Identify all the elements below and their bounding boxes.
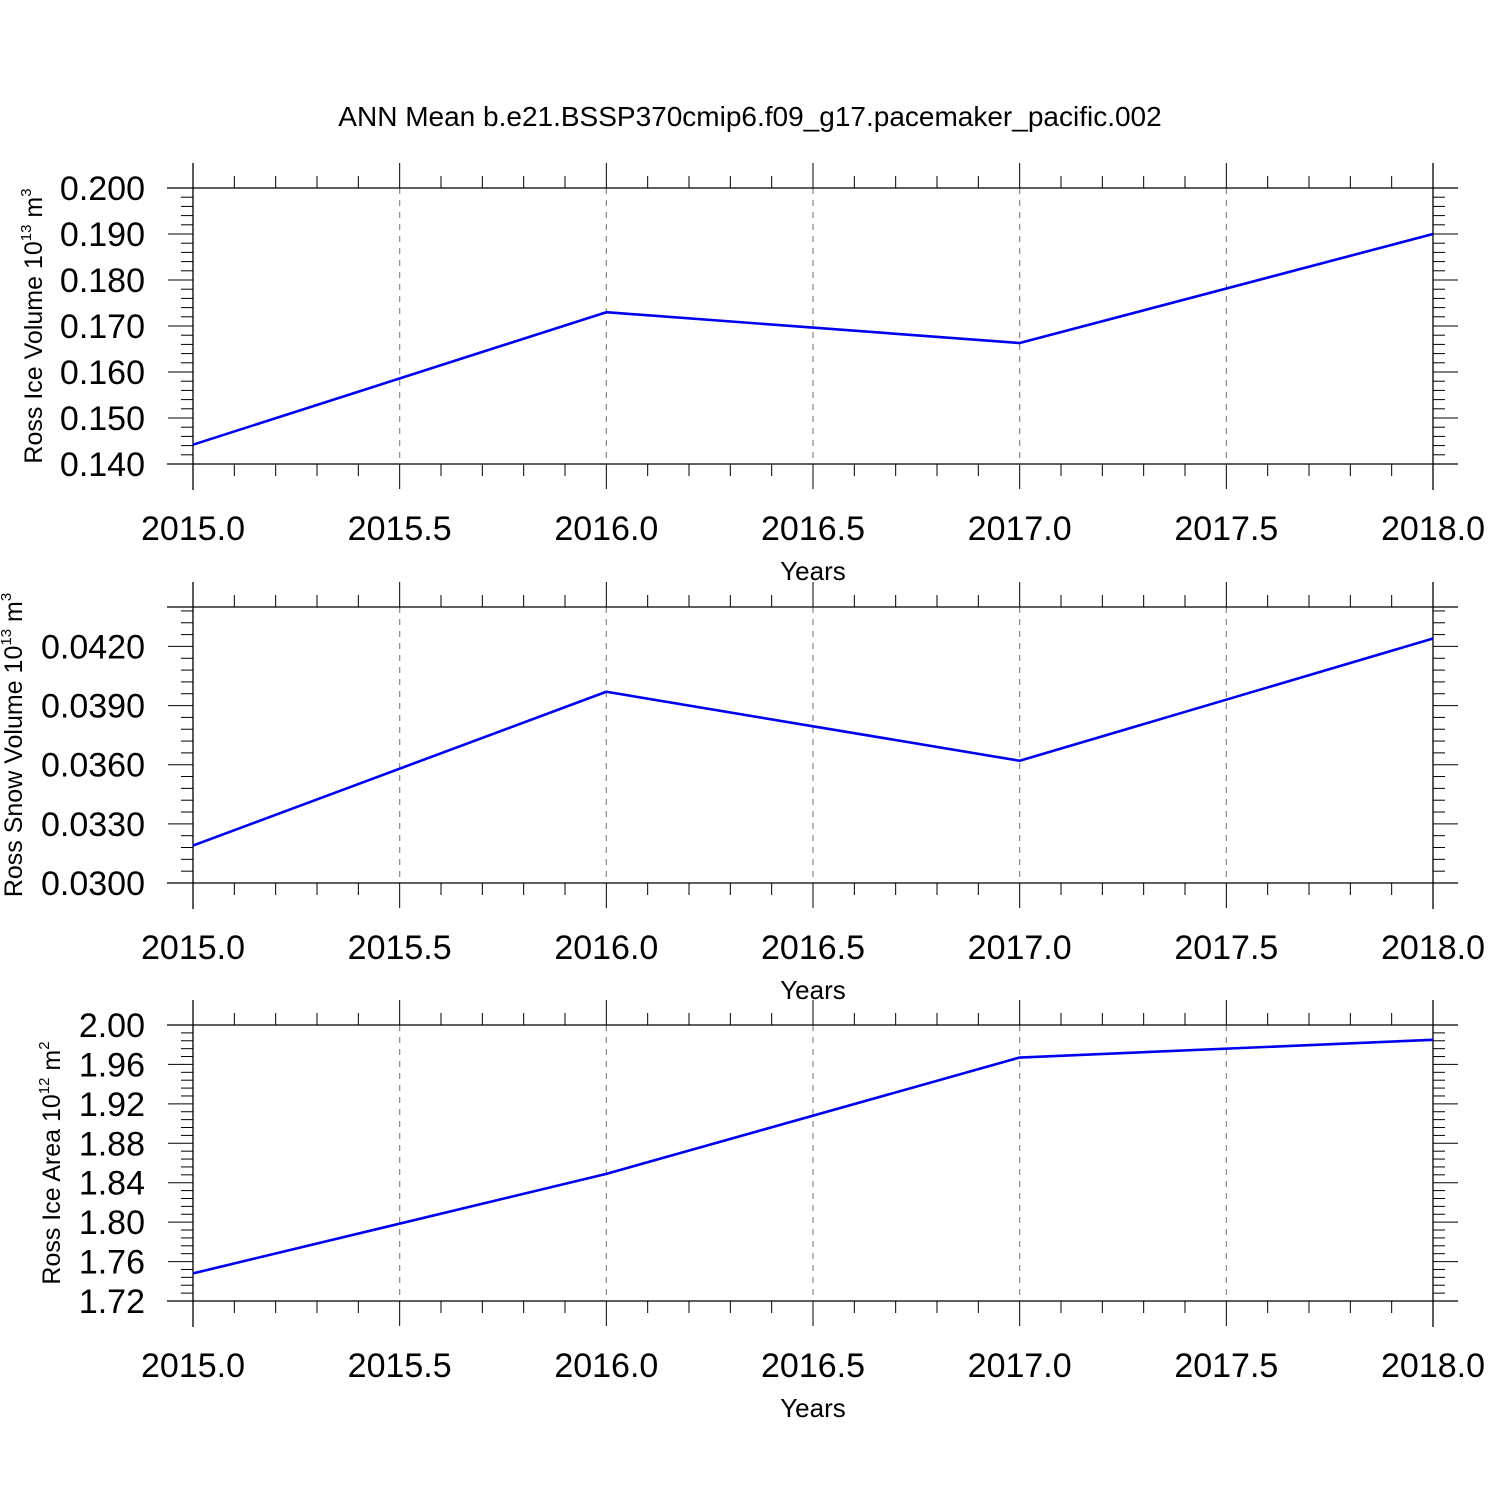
x-tick-label: 2016.5 [761,929,865,967]
x-tick-label: 2015.5 [348,510,452,548]
x-tick-label: 2017.0 [968,929,1072,967]
chart-title: ANN Mean b.e21.BSSP370cmip6.f09_g17.pace… [338,101,1161,132]
y-axis-label-text: Ross Ice Volume 10 [20,241,48,463]
series-line [192,637,1434,847]
y-tick-label: 1.88 [79,1125,145,1163]
y-tick-label: 0.0360 [41,747,145,785]
panel-ice-volume: 2015.0 2015.5 2016.0 2016.5 2017.0 2017.5 2018… [18,163,1485,586]
y-axis-label-unit: m [20,197,48,225]
y-tick-label: 1.84 [79,1165,145,1203]
y-tick-label: 1.92 [79,1086,145,1124]
series-line [192,1038,1434,1275]
y-axis-label-unit-exponent: 2 [36,1041,53,1049]
y-tick-label: 1.72 [79,1283,145,1321]
y-tick-label: 0.0390 [41,688,145,726]
y-tick-label: 0.0300 [41,865,145,903]
y-tick-label: 1.96 [79,1046,145,1084]
y-tick-label: 0.140 [60,446,145,484]
x-tick-label: 2016.0 [554,929,658,967]
x-tick-label: 2017.5 [1174,929,1278,967]
y-axis-label-exponent: 13 [18,225,35,242]
y-axis-label-exponent: 12 [36,1078,53,1095]
y-tick-label: 0.180 [60,262,145,300]
x-tick-label: 2018.0 [1381,929,1485,967]
y-tick-label: 0.0330 [41,806,145,844]
x-tick-label: 2016.5 [761,1347,865,1385]
x-tick-label: 2016.0 [554,510,658,548]
x-tick-label: 2017.5 [1174,1347,1278,1385]
y-tick-label: 0.160 [60,354,145,392]
x-tick-label: 2015.5 [348,929,452,967]
x-tick-label: 2015.0 [141,1347,245,1385]
y-axis-label-unit: m [0,601,28,629]
y-tick-label: 1.76 [79,1244,145,1282]
y-tick-label: 0.200 [60,170,145,208]
x-axis-label: Years [780,1393,846,1423]
x-tick-label: 2017.0 [968,510,1072,548]
x-tick-label: 2015.0 [141,929,245,967]
y-axis-label: Ross Snow Volume 1013 m3 [0,593,28,897]
y-axis-label-unit-exponent: 3 [0,593,15,601]
x-tick-label: 2016.0 [554,1347,658,1385]
x-tick-label: 2018.0 [1381,1347,1485,1385]
y-tick-label: 1.80 [79,1204,145,1242]
x-tick-label: 2017.0 [968,1347,1072,1385]
x-axis-label: Years [780,556,846,586]
y-tick-label: 2.00 [79,1007,145,1045]
panel-ice-area: 2015.0 2015.5 2016.0 2016.5 2017.0 2017.5 2018… [36,1000,1485,1423]
x-tick-label: 2016.5 [761,510,865,548]
x-tick-label: 2015.5 [348,1347,452,1385]
y-tick-label: 0.170 [60,308,145,346]
y-axis-label-unit-exponent: 3 [18,188,35,196]
y-axis-label-exponent: 13 [0,629,15,646]
x-tick-label: 2018.0 [1381,510,1485,548]
y-axis-label-unit: m [38,1050,66,1078]
y-axis-label-text: Ross Ice Area 10 [38,1094,66,1284]
panel-snow-volume: 2015.0 2015.5 2016.0 2016.5 2017.0 2017.5 2018… [0,582,1485,1005]
series-line [192,232,1434,446]
y-axis-label-text: Ross Snow Volume 10 [0,646,28,898]
y-tick-label: 0.190 [60,216,145,254]
y-tick-label: 0.0420 [41,628,145,666]
y-tick-label: 0.150 [60,400,145,438]
x-tick-label: 2015.0 [141,510,245,548]
y-axis-label: Ross Ice Volume 1013 m3 [18,188,48,463]
x-tick-label: 2017.5 [1174,510,1278,548]
y-axis-label: Ross Ice Area 1012 m2 [36,1041,66,1284]
